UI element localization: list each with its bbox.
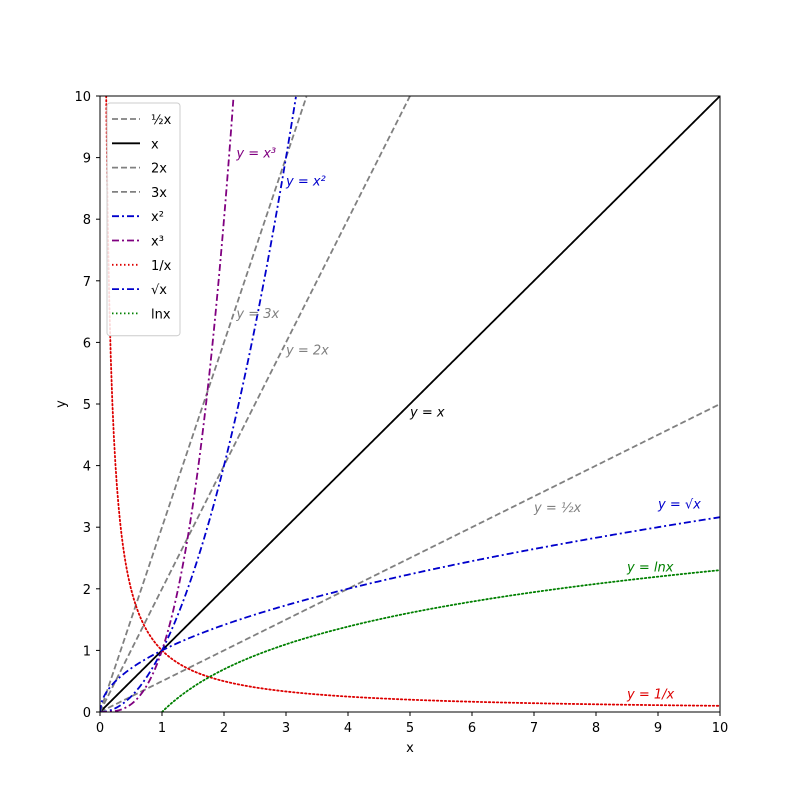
x-tick-label-2: 2 xyxy=(220,721,228,736)
y-tick-label-9: 9 xyxy=(83,152,91,167)
x-tick-label-6: 6 xyxy=(468,721,476,736)
y-tick-label-0: 0 xyxy=(83,706,91,721)
y-axis: 0 1 2 3 4 5 6 7 8 9 10 xyxy=(74,90,100,721)
series-line-8 xyxy=(161,569,720,712)
legend-label-7: √x xyxy=(151,283,167,298)
legend-box xyxy=(106,102,181,337)
y-tick-label-3: 3 xyxy=(83,521,91,536)
series-line-2 xyxy=(100,96,411,712)
x-tick-label-8: 8 xyxy=(592,721,600,736)
x-tick-label-10: 10 xyxy=(712,721,729,736)
legend-label-4: x² xyxy=(151,210,164,225)
y-tick-label-8: 8 xyxy=(83,213,91,228)
annotation-4: y = x xyxy=(409,405,445,420)
y-tick-label-6: 6 xyxy=(83,336,91,351)
y-tick-label-5: 5 xyxy=(83,398,91,413)
legend-label-5: x³ xyxy=(151,235,164,250)
x-axis: 0 1 2 3 4 5 6 7 8 9 10 xyxy=(96,712,728,736)
annotation-6: y = √x xyxy=(657,498,701,513)
legend-label-6: 1/x xyxy=(151,259,172,274)
series-line-6 xyxy=(105,96,720,707)
series-line-4 xyxy=(100,96,297,712)
annotation-8: y = 1/x xyxy=(626,687,675,702)
series-line-7 xyxy=(100,516,720,712)
x-tick-label-4: 4 xyxy=(344,721,352,736)
annotation-7: y = lnx xyxy=(626,561,674,576)
series-line-5 xyxy=(100,99,235,712)
y-tick-label-2: 2 xyxy=(83,583,91,598)
annotation-3: y = 2x xyxy=(285,344,329,359)
x-tick-label-1: 1 xyxy=(158,721,166,736)
legend-label-3: 3x xyxy=(151,186,167,201)
series-line-1 xyxy=(100,96,720,712)
x-tick-label-9: 9 xyxy=(654,721,662,736)
annotation-layer: y = x³ y = x² y = 3x y = 2x y = x y = ½x y = √… xyxy=(235,147,701,703)
legend-label-8: lnx xyxy=(151,307,171,322)
legend-label-2: 2x xyxy=(151,162,167,177)
annotation-2: y = 3x xyxy=(235,307,279,322)
y-tick-label-10: 10 xyxy=(74,90,91,105)
y-tick-label-7: 7 xyxy=(83,275,91,290)
x-tick-label-7: 7 xyxy=(530,721,538,736)
legend: ½x x 2x 3x x² x³ 1/x √x lnx xyxy=(106,102,181,337)
x-tick-label-0: 0 xyxy=(96,721,104,736)
annotation-1: y = x² xyxy=(285,174,326,189)
series-line-0 xyxy=(100,403,720,712)
x-axis-label: x xyxy=(406,741,414,756)
y-tick-label-1: 1 xyxy=(83,644,91,659)
legend-label-0: ½x xyxy=(151,113,172,128)
series-layer xyxy=(100,96,720,712)
x-tick-label-5: 5 xyxy=(406,721,414,736)
legend-label-1: x xyxy=(151,137,159,152)
series-line-3 xyxy=(100,96,308,712)
annotation-5: y = ½x xyxy=(533,501,581,516)
y-tick-label-4: 4 xyxy=(83,460,91,475)
y-axis-label: y xyxy=(54,400,69,408)
x-tick-label-3: 3 xyxy=(282,721,290,736)
annotation-0: y = x³ xyxy=(235,147,276,162)
